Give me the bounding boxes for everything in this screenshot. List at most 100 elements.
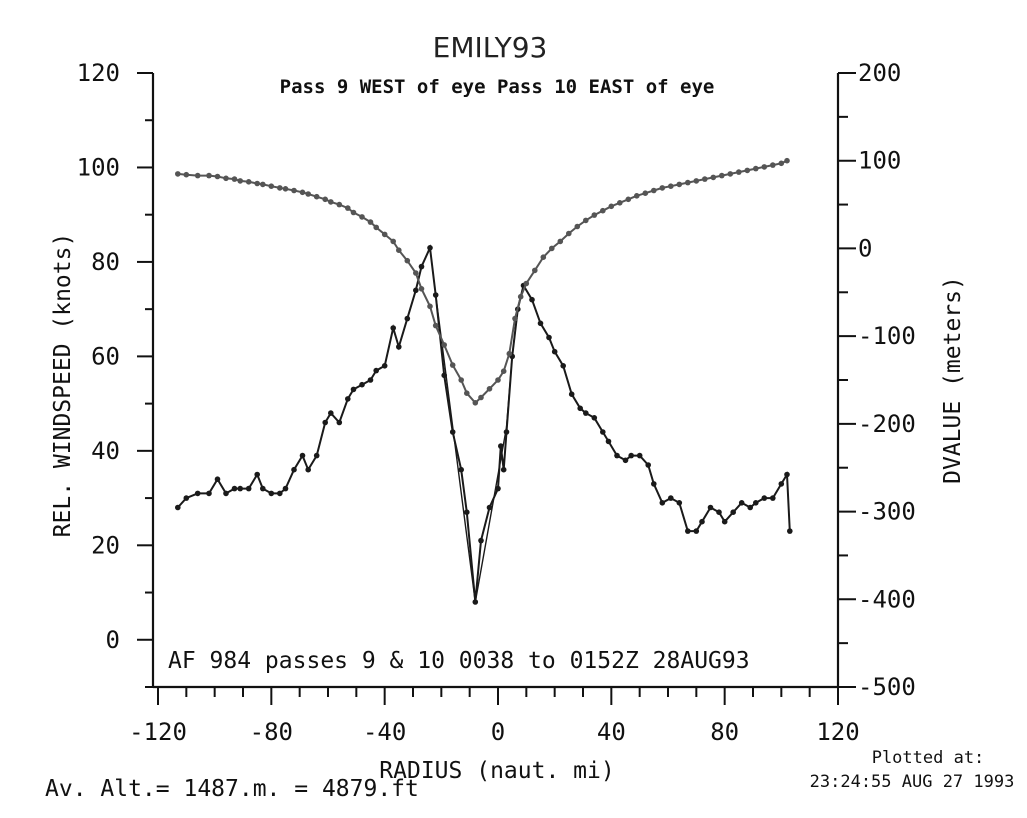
windspeed-point: [591, 415, 598, 421]
windspeed-point: [214, 476, 221, 483]
dvalue-point: [549, 245, 555, 252]
dvalue-point: [668, 183, 674, 189]
y2-tick-label: 0: [858, 234, 872, 262]
windspeed-point: [231, 485, 238, 492]
dvalue-point: [254, 180, 260, 187]
dvalue-point: [223, 175, 229, 182]
windspeed-point: [404, 315, 411, 322]
dvalue-point: [634, 193, 640, 199]
dvalue-point: [336, 201, 343, 208]
dvalue-point: [608, 203, 615, 210]
dvalue-point: [282, 186, 289, 192]
x-tick-label: -80: [250, 718, 293, 746]
windspeed-point: [676, 500, 683, 506]
windspeed-point: [427, 245, 433, 251]
y-tick-label: 20: [91, 531, 120, 559]
dvalue-point: [322, 196, 329, 203]
dvalue-point: [418, 286, 425, 292]
dvalue-point: [583, 217, 589, 224]
dvalue-point: [761, 164, 768, 170]
windspeed-point: [223, 490, 229, 497]
windspeed-point: [413, 287, 419, 294]
windspeed-point: [568, 391, 575, 398]
windspeed-point: [345, 396, 351, 402]
windspeed-point: [784, 471, 790, 478]
dvalue-point: [506, 350, 513, 357]
dvalue-point: [404, 257, 411, 264]
y2-tick-label: -500: [858, 673, 916, 701]
x-axis-label: RADIUS (naut. mi): [379, 758, 614, 784]
windspeed-point: [373, 367, 380, 374]
windspeed-point: [495, 485, 501, 492]
windspeed-point: [668, 495, 674, 501]
axis-ticks: [137, 72, 856, 705]
windspeed-point: [778, 481, 785, 487]
y-tick-label: 0: [106, 626, 120, 654]
dvalue-point: [617, 200, 623, 206]
windspeed-point: [418, 263, 425, 270]
y-tick-label: 40: [91, 437, 120, 465]
plotted-at-value: 23:24:55 AUG 27 1993: [810, 772, 1015, 792]
windspeed-point: [636, 452, 643, 459]
windspeed-point: [707, 504, 714, 511]
windspeed-point: [359, 381, 365, 388]
windspeed-point: [770, 495, 776, 501]
y2-tick-label: -400: [858, 585, 916, 613]
dvalue-point: [231, 176, 238, 182]
windspeed-point: [396, 344, 402, 350]
series-line-windspeed-0: [177, 244, 791, 603]
windspeed-point: [537, 320, 544, 327]
dvalue-point: [540, 254, 547, 260]
dvalue-point: [710, 174, 717, 181]
dvalue-point: [305, 191, 312, 197]
y-tick-label: 80: [91, 248, 120, 276]
dvalue-point: [702, 176, 708, 182]
windspeed-point: [206, 490, 212, 497]
dvalue-point: [441, 342, 448, 348]
dvalue-point: [770, 162, 776, 168]
dvalue-point: [523, 280, 530, 287]
windspeed-point: [605, 438, 612, 445]
windspeed-point: [260, 485, 266, 492]
windspeed-point: [299, 452, 306, 459]
dvalue-point: [486, 386, 493, 392]
x-tick-label: 40: [597, 718, 626, 746]
x-tick-label: 80: [710, 718, 739, 746]
windspeed-point: [753, 500, 759, 506]
windspeed-point: [194, 490, 201, 497]
windspeed-point: [546, 334, 552, 341]
windspeed-point: [183, 495, 190, 501]
dvalue-point: [753, 165, 759, 172]
dvalue-point: [500, 368, 507, 375]
windspeed-point: [730, 509, 736, 515]
windspeed-point: [699, 518, 705, 525]
dvalue-point: [625, 196, 632, 203]
dvalue-point: [676, 181, 683, 188]
dvalue-point: [345, 205, 351, 211]
windspeed-point: [651, 481, 657, 487]
series-line-dvalue-2: [177, 159, 788, 405]
dvalue-point: [778, 160, 785, 167]
dvalue-point: [427, 303, 433, 310]
dvalue-point: [719, 172, 725, 179]
windspeed-point: [628, 452, 634, 459]
windspeed-point: [716, 509, 722, 515]
dvalue-point: [367, 219, 374, 225]
x-tick-label: 120: [816, 718, 859, 746]
dvalue-point: [727, 171, 734, 177]
windspeed-point: [245, 485, 252, 492]
dvalue-point: [532, 267, 538, 274]
windspeed-point: [500, 466, 507, 473]
dvalue-point: [359, 214, 365, 220]
windspeed-point: [390, 325, 397, 331]
y2-axis-label: DVALUE (meters): [940, 276, 966, 484]
y2-tick-label: -200: [858, 410, 916, 438]
dvalue-point: [396, 247, 402, 253]
dvalue-point: [642, 190, 649, 196]
chart-title: EMILY93: [433, 31, 548, 64]
dvalue-point: [591, 212, 598, 218]
x-tick-label: -40: [363, 718, 406, 746]
dvalue-point: [744, 167, 751, 174]
dvalue-point: [214, 173, 221, 180]
dvalue-point: [313, 193, 320, 200]
